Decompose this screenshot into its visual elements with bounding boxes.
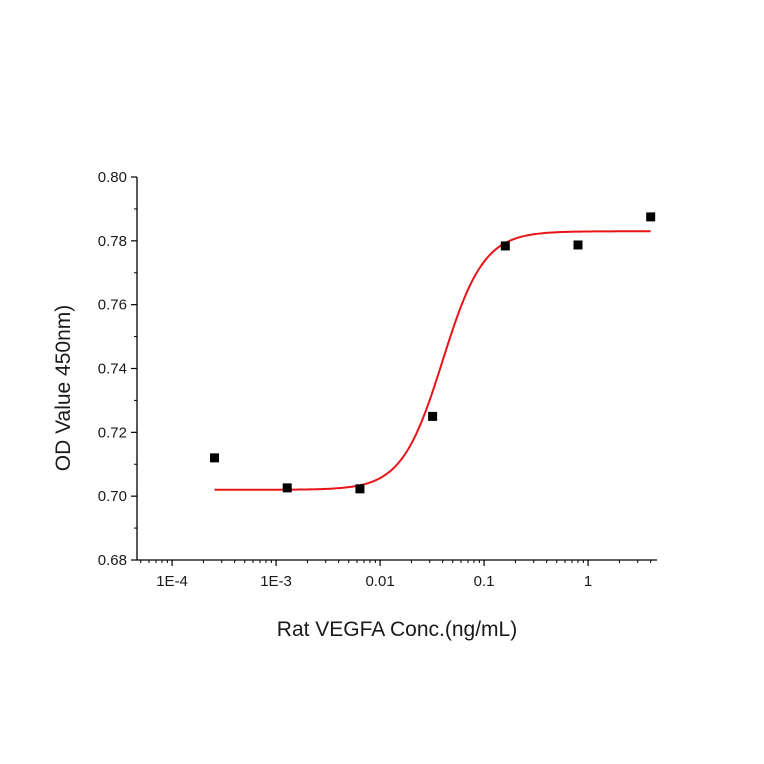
y-axis: 0.68 0.70 0.72 0.74 0.76 0.78 0.80 bbox=[98, 169, 138, 569]
data-point-marker bbox=[500, 241, 510, 251]
y-axis-title: OD Value 450nm) bbox=[52, 305, 75, 472]
y-tick-label: 0.70 bbox=[98, 488, 127, 505]
y-tick-label: 0.74 bbox=[98, 361, 127, 378]
data-point-marker bbox=[282, 483, 292, 493]
data-point-marker bbox=[355, 484, 365, 494]
x-tick-label: 1E-3 bbox=[260, 573, 292, 590]
y-tick-label: 0.72 bbox=[98, 424, 127, 441]
x-axis-title: Rat VEGFA Conc.(ng/mL) bbox=[277, 618, 517, 641]
x-tick-label: 1 bbox=[584, 573, 592, 590]
data-point-marker bbox=[428, 411, 438, 421]
data-points bbox=[210, 212, 656, 494]
data-point-marker bbox=[210, 453, 220, 463]
y-tick-label: 0.78 bbox=[98, 233, 127, 250]
x-tick-label: 0.1 bbox=[474, 573, 495, 590]
fit-curve-line bbox=[214, 230, 651, 491]
y-tick-label: 0.68 bbox=[98, 552, 127, 569]
data-point-marker bbox=[573, 240, 583, 250]
y-tick-label: 0.76 bbox=[98, 297, 127, 314]
x-tick-label: 1E-4 bbox=[156, 573, 188, 590]
x-axis: 1E-4 1E-3 0.01 0.1 1 bbox=[137, 559, 657, 590]
y-tick-label: 0.80 bbox=[98, 169, 127, 186]
x-tick-label: 0.01 bbox=[365, 573, 394, 590]
fit-curve bbox=[214, 230, 651, 491]
data-point-marker bbox=[646, 212, 656, 222]
